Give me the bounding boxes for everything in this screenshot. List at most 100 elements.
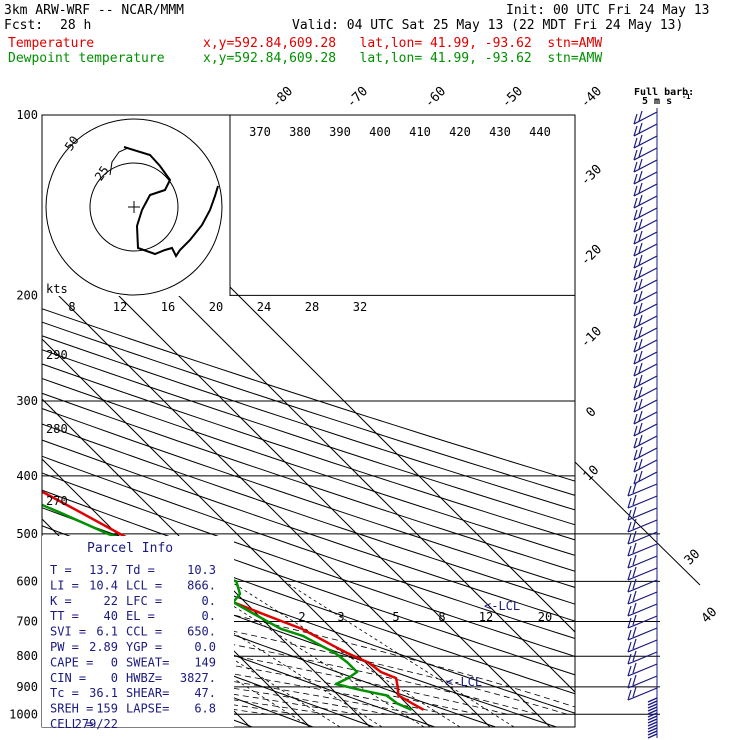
dry-adiabat xyxy=(42,439,575,622)
wind-barb xyxy=(633,470,658,485)
parcel-info-cell: LFC = xyxy=(126,594,162,608)
wind-barb xyxy=(633,302,658,317)
barb-key-line1: Full barb: xyxy=(634,87,694,98)
wind-barb-low xyxy=(647,706,658,712)
wind-barb xyxy=(633,446,658,461)
parcel-info-cell: 0.0 xyxy=(194,640,216,654)
wind-barb xyxy=(633,218,658,233)
wind-barb xyxy=(633,290,658,305)
parcel-info-cell: 47. xyxy=(194,686,216,700)
dewpoint-location: x,y=592.84,609.28 lat,lon= 41.99, -93.62… xyxy=(203,51,603,66)
wind-barb xyxy=(627,590,658,605)
parcel-info-cell: 866. xyxy=(187,578,216,592)
hodograph-speed-label: 8 xyxy=(68,300,75,314)
theta-label: 430 xyxy=(489,125,511,139)
wind-barb xyxy=(627,506,658,521)
wind-barb xyxy=(633,134,658,149)
dry-adiabat xyxy=(42,392,575,572)
theta-label: 410 xyxy=(409,125,431,139)
parcel-info-cell: 0. xyxy=(202,594,216,608)
parcel-info-cell: CELL = xyxy=(50,717,93,731)
wind-barb-low xyxy=(647,724,658,730)
parcel-info-cell: TT = xyxy=(50,609,79,623)
temperature-tick-label: 30 xyxy=(682,547,704,569)
theta-label-side: 290 xyxy=(46,348,68,362)
valid-time: Valid: 04 UTC Sat 25 May 13 (22 MDT Fri … xyxy=(292,18,684,33)
pressure-tick-label: 400 xyxy=(16,469,38,483)
parcel-info-cell: 279/22 xyxy=(75,717,118,731)
wind-barb-low xyxy=(647,712,658,718)
wind-barb xyxy=(627,494,658,509)
wind-barb-low xyxy=(647,733,658,739)
parcel-info-cell: CCL = xyxy=(126,625,162,639)
pressure-tick-label: 900 xyxy=(16,680,38,694)
temperature-tick-label: -30 xyxy=(578,162,605,189)
wind-barb-low xyxy=(647,697,658,703)
wind-barb-low xyxy=(647,727,658,733)
hodograph-ring-label-inner: 25 xyxy=(92,163,112,183)
parcel-info-cell: Tc = xyxy=(50,686,79,700)
temperature-tick-label: -20 xyxy=(578,242,605,269)
wind-barb-low xyxy=(647,730,658,736)
isotherm xyxy=(42,398,371,727)
parcel-info-cell: T = xyxy=(50,563,72,577)
pressure-tick-label: 1000 xyxy=(9,707,38,721)
parcel-info-box: Parcel Info T = 13.7 Td = 10.3 LI = 10.4 LCL =… xyxy=(42,536,234,731)
moist-adiabat xyxy=(42,621,508,715)
dry-adiabat xyxy=(42,472,575,657)
temperature-tick-label: 0 xyxy=(583,404,599,420)
hodograph: 50 25 kts xyxy=(42,115,231,296)
wind-barb xyxy=(633,266,658,281)
mixing-ratio-label: 8 xyxy=(438,610,445,624)
hodograph-speed-label: 32 xyxy=(353,300,367,314)
hodograph-trace xyxy=(123,146,219,258)
wind-barb xyxy=(627,614,658,629)
wind-barb-low xyxy=(647,718,658,724)
barb-key-exponent: -1 xyxy=(682,93,690,101)
parcel-info-cell: SREH = xyxy=(50,702,93,716)
barb-key-line2: 5 m s xyxy=(642,96,672,107)
wind-barb xyxy=(633,434,658,449)
temperature-trace xyxy=(42,490,425,711)
isotherm xyxy=(0,115,10,727)
wind-barb xyxy=(633,110,658,125)
plot-frame xyxy=(41,114,576,728)
parcel-info-cell: LI = xyxy=(50,578,79,592)
temperature-tick-label: 40 xyxy=(699,605,721,627)
parcel-info-cell: 0 xyxy=(111,671,118,685)
wind-barb xyxy=(633,242,658,257)
dry-adiabat xyxy=(42,321,575,496)
wind-barb xyxy=(627,554,658,569)
wind-barb xyxy=(633,182,658,197)
moist-adiabat xyxy=(42,591,568,715)
wind-barb xyxy=(633,374,658,389)
dry-adiabat xyxy=(42,423,575,605)
wind-barb xyxy=(627,518,658,533)
wind-barbs xyxy=(627,108,658,739)
isotherm xyxy=(42,278,491,727)
wind-barb-low xyxy=(647,709,658,715)
parcel-info-cell: SVI = xyxy=(50,625,86,639)
temperature-location: x,y=592.84,609.28 lat,lon= 41.99, -93.62… xyxy=(203,36,603,51)
temperature-tick-label: -50 xyxy=(499,84,526,111)
mixing-ratio-label: 3 xyxy=(337,610,344,624)
hodograph-speed-label: 16 xyxy=(161,300,175,314)
mixing-ratio-label: 12 xyxy=(479,610,493,624)
wind-barb xyxy=(627,638,658,653)
parcel-info-cell: 650. xyxy=(187,625,216,639)
dry-adiabat xyxy=(42,335,575,511)
wind-barb-low xyxy=(647,703,658,709)
lcl-marker: <-LCL xyxy=(446,675,482,689)
parcel-info-cell: 22 xyxy=(104,594,118,608)
theta-label: 390 xyxy=(329,125,351,139)
wind-barb xyxy=(633,206,658,221)
parcel-info-cell: 159 xyxy=(96,702,118,716)
wind-barb xyxy=(633,422,658,437)
temperature-tick-label: -60 xyxy=(422,84,449,111)
pressure-tick-label: 600 xyxy=(16,574,38,588)
wind-barb xyxy=(627,650,658,665)
hodograph-ring-label-outer: 50 xyxy=(62,133,82,153)
parcel-info-cell: 6.8 xyxy=(194,702,216,716)
parcel-info-cell: YGP = xyxy=(126,640,162,654)
